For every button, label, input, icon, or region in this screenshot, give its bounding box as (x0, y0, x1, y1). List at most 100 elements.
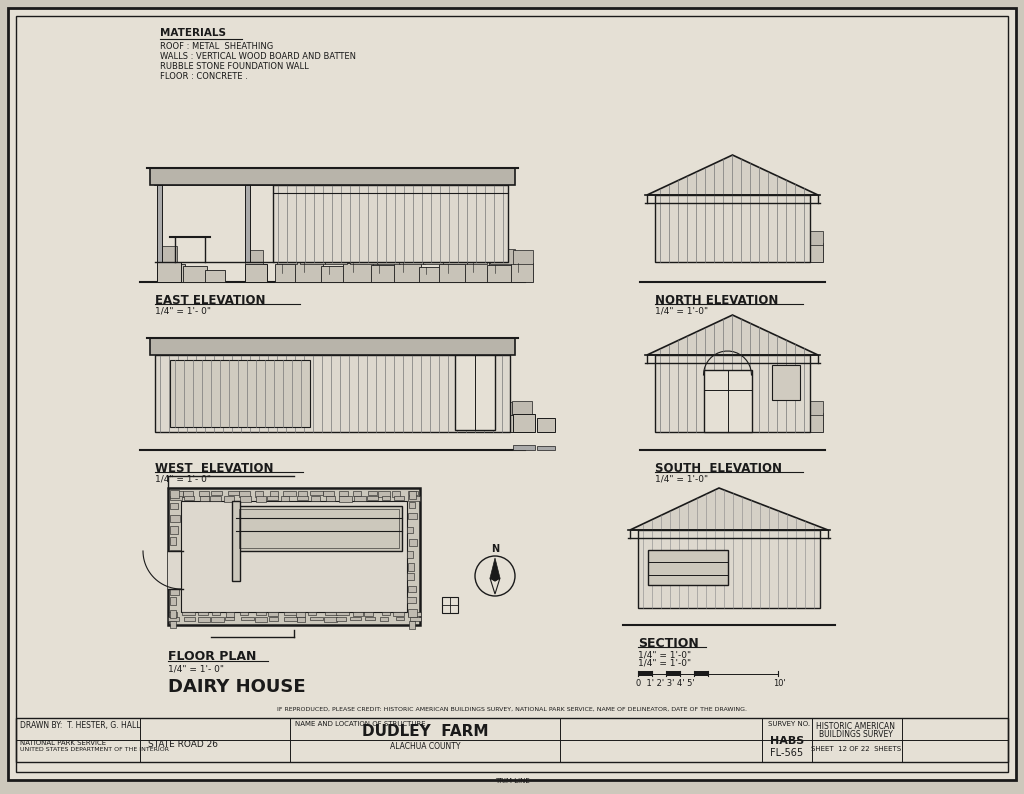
Bar (742, 229, 762, 245)
Bar (16, 718, 1008, 762)
Text: WEST  ELEVATION: WEST ELEVATION (155, 462, 273, 475)
Bar (350, 617, 361, 620)
Bar (343, 263, 373, 282)
Bar (296, 612, 305, 617)
Bar (170, 537, 176, 545)
Bar (487, 265, 513, 282)
Bar (179, 402, 203, 415)
Bar (169, 612, 177, 617)
Bar (408, 491, 418, 495)
Bar (182, 612, 195, 615)
Bar (184, 496, 194, 500)
Bar (200, 496, 209, 501)
Bar (203, 400, 223, 415)
Bar (355, 413, 382, 432)
Polygon shape (490, 558, 500, 581)
Bar (157, 264, 185, 282)
Bar (657, 244, 679, 262)
Bar (339, 496, 352, 502)
Bar (354, 496, 366, 501)
Bar (245, 264, 267, 282)
Bar (157, 246, 177, 262)
Bar (702, 230, 720, 245)
Bar (310, 617, 323, 620)
Text: SOUTH  ELEVATION: SOUTH ELEVATION (655, 462, 782, 475)
Bar (364, 612, 373, 616)
Bar (297, 617, 305, 622)
Bar (353, 612, 362, 616)
Bar (223, 402, 249, 415)
Bar (298, 491, 307, 497)
Bar (803, 231, 823, 245)
Bar (467, 248, 487, 264)
Text: FL-565: FL-565 (770, 748, 803, 758)
Bar (365, 617, 375, 620)
Bar (232, 501, 240, 581)
Bar (762, 232, 786, 245)
Bar (247, 415, 270, 432)
Bar (273, 185, 508, 262)
Bar (225, 617, 234, 620)
Bar (419, 267, 441, 282)
Bar (170, 610, 176, 618)
Bar (728, 575, 748, 591)
Bar (392, 491, 400, 497)
Bar (790, 577, 810, 591)
Bar (256, 496, 266, 502)
Bar (666, 671, 680, 676)
Bar (762, 402, 786, 415)
Bar (292, 416, 314, 432)
Bar (783, 416, 803, 432)
Bar (211, 617, 224, 622)
Bar (655, 195, 810, 262)
Bar (339, 491, 348, 496)
Bar (326, 496, 335, 501)
Bar (184, 617, 195, 621)
Bar (183, 491, 193, 497)
Bar (439, 264, 467, 282)
Bar (336, 617, 346, 621)
Bar (236, 506, 402, 551)
Text: HISTORIC AMERICAN: HISTORIC AMERICAN (816, 722, 896, 731)
Text: STATE ROAD 26: STATE ROAD 26 (148, 740, 218, 749)
Bar (295, 262, 323, 282)
Bar (198, 617, 210, 622)
Bar (442, 597, 458, 613)
Bar (170, 550, 180, 558)
Bar (683, 592, 703, 608)
Bar (159, 401, 179, 415)
Text: 10': 10' (773, 679, 785, 688)
Bar (281, 496, 289, 501)
Bar (488, 414, 512, 432)
Bar (226, 612, 234, 617)
Bar (367, 496, 378, 500)
Bar (407, 573, 414, 580)
Bar (157, 272, 179, 282)
Bar (325, 249, 347, 264)
Bar (409, 621, 415, 629)
Bar (278, 248, 297, 264)
Bar (168, 617, 179, 621)
Bar (513, 414, 535, 432)
Bar (210, 496, 221, 501)
Text: SURVEY NO.: SURVEY NO. (768, 721, 810, 727)
Bar (677, 242, 702, 262)
Bar (371, 265, 396, 282)
Bar (157, 414, 179, 432)
Bar (537, 418, 555, 432)
Bar (324, 617, 337, 622)
Text: NAME AND LOCATION OF STRUCTURE: NAME AND LOCATION OF STRUCTURE (295, 721, 426, 727)
Bar (401, 414, 426, 432)
Bar (657, 414, 679, 432)
Bar (510, 415, 532, 432)
Bar (239, 509, 399, 548)
Bar (221, 413, 249, 432)
Bar (224, 496, 234, 502)
Bar (294, 401, 314, 415)
Text: TRIM LINE: TRIM LINE (495, 778, 529, 784)
Bar (659, 231, 679, 245)
Bar (718, 243, 742, 262)
Bar (377, 250, 400, 264)
Bar (768, 592, 788, 608)
Bar (150, 168, 515, 185)
